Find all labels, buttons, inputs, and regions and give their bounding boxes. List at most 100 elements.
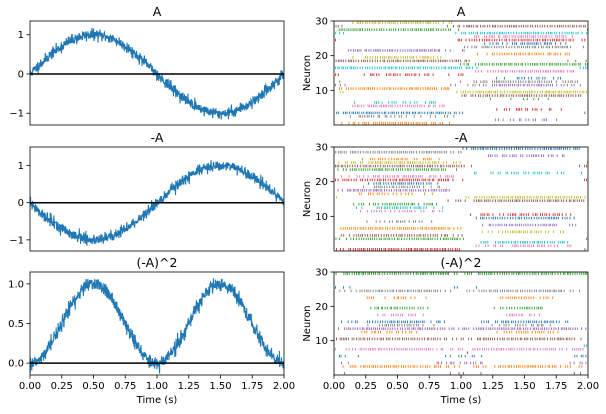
neuron-23-spikes xyxy=(474,171,582,175)
x-tick-label: 0.50 xyxy=(386,381,408,392)
neuron-23-spikes xyxy=(463,45,584,49)
neuron-30-spikes xyxy=(462,147,580,151)
axes-frame xyxy=(29,146,285,252)
neuron-2-spikes xyxy=(475,244,572,248)
x-tick-label: 1.50 xyxy=(209,381,231,392)
neuron-6-spikes xyxy=(339,354,588,358)
signal-series-line xyxy=(30,27,284,120)
neuron-13-spikes xyxy=(339,80,578,83)
y-tick-label: 20 xyxy=(315,177,328,188)
neuron-18-spikes xyxy=(377,313,540,317)
neuron-24-spikes xyxy=(484,42,567,45)
neuron-8-spikes xyxy=(482,223,577,227)
neuron-9-spikes xyxy=(366,220,433,223)
spike-raster xyxy=(335,272,588,375)
y-tick-label: 1.0 xyxy=(8,279,24,290)
neuron-2-spikes xyxy=(495,118,558,122)
neuron-12-spikes xyxy=(335,83,581,87)
neuron-9-spikes xyxy=(461,94,582,97)
x-tick-label: 0.25 xyxy=(355,381,377,392)
neuron-18-spikes xyxy=(459,63,588,66)
x-tick-label: 0.00 xyxy=(323,381,345,392)
neuron-13-spikes xyxy=(361,330,559,334)
neuron-20-spikes xyxy=(370,306,543,310)
neuron-8-spikes xyxy=(335,347,584,351)
neuron-5-spikes xyxy=(496,108,562,111)
x-tick-label: 0.00 xyxy=(19,381,41,392)
neuron-20-spikes xyxy=(352,56,442,59)
signal-series-line xyxy=(30,278,284,374)
neuron-27-spikes xyxy=(361,157,440,161)
axes-frame xyxy=(29,20,285,126)
neuron-26-spikes xyxy=(474,35,573,38)
neuron-23-spikes xyxy=(366,296,554,300)
neuron-16-spikes xyxy=(475,69,574,73)
panel-title: A xyxy=(153,4,162,19)
x-tick-label: 1.25 xyxy=(178,381,200,392)
neuron-4-spikes xyxy=(336,111,586,115)
x-tick-label: 0.75 xyxy=(418,381,440,392)
neuron-6-spikes xyxy=(481,230,564,234)
axes-frame xyxy=(333,20,589,126)
y-tick-label: 1 xyxy=(18,30,24,41)
neuron-11-spikes xyxy=(336,337,588,341)
x-tick-label: 1.25 xyxy=(482,381,504,392)
x-tick-label: 0.50 xyxy=(82,381,104,392)
neuron-5-spikes xyxy=(340,234,463,237)
axes-frame xyxy=(333,146,589,252)
neuron-21-spikes xyxy=(477,52,570,56)
x-tick-label: 0.75 xyxy=(114,381,136,392)
neuron-9-spikes xyxy=(583,344,587,348)
neuron-1-spikes xyxy=(336,247,586,251)
x-axis-label: Time (s) xyxy=(440,395,482,406)
y-tick-label: 30 xyxy=(315,268,328,279)
y-axis-label: Neuron xyxy=(302,55,313,91)
neuron-25-spikes xyxy=(339,289,580,293)
panel-1: A 1 0 −1 xyxy=(9,4,285,126)
neuron-26-spikes xyxy=(338,161,588,164)
neuron-22-spikes xyxy=(341,175,454,178)
neuron-17-spikes xyxy=(335,66,588,70)
x-tick-label: 2.00 xyxy=(273,381,295,392)
neuron-29-spikes xyxy=(335,24,586,28)
panel-title: -A xyxy=(151,130,164,145)
y-tick-label: 20 xyxy=(315,51,328,62)
panel-title: A xyxy=(457,4,466,19)
neuron-4-spikes xyxy=(341,361,587,365)
panel-3: -A 1 0 −1 xyxy=(9,130,285,252)
y-tick-label: 20 xyxy=(315,302,328,313)
y-tick-label: 30 xyxy=(315,143,328,154)
y-tick-label: 10 xyxy=(315,86,328,97)
neuron-10-spikes xyxy=(475,216,575,220)
y-tick-label: 0 xyxy=(18,69,24,80)
neuron-25-spikes xyxy=(334,164,588,168)
neuron-4-spikes xyxy=(335,237,588,241)
neuron-17-spikes xyxy=(358,192,433,196)
neuron-15-spikes xyxy=(335,73,464,77)
neuron-7-spikes xyxy=(340,227,462,230)
panel-title: (-A)^2 xyxy=(441,255,482,270)
neuron-3-spikes xyxy=(349,115,455,118)
y-tick-label: 0.5 xyxy=(8,319,24,330)
neuron-25-spikes xyxy=(335,38,586,42)
neuron-24-spikes xyxy=(337,168,457,171)
x-tick-label: 1.00 xyxy=(146,381,168,392)
neuron-10-spikes xyxy=(339,90,588,94)
y-tick-label: 0.0 xyxy=(8,359,24,370)
neuron-14-spikes xyxy=(495,76,561,80)
neuron-28-spikes xyxy=(338,28,588,31)
spike-raster xyxy=(334,147,588,251)
y-tick-label: 10 xyxy=(315,336,328,347)
x-tick-label: 2.00 xyxy=(577,381,599,392)
axes-frame xyxy=(333,271,589,376)
y-tick-label: −1 xyxy=(9,235,24,246)
neuron-22-spikes xyxy=(347,49,465,52)
panel-title: (-A)^2 xyxy=(137,255,178,270)
x-tick-label: 1.00 xyxy=(450,381,472,392)
neuron-1-spikes xyxy=(343,371,581,375)
x-tick-label: 0.25 xyxy=(51,381,73,392)
neuron-16-spikes xyxy=(341,320,569,324)
neuron-30-spikes xyxy=(335,272,588,276)
neuron-1-spikes xyxy=(341,121,450,125)
